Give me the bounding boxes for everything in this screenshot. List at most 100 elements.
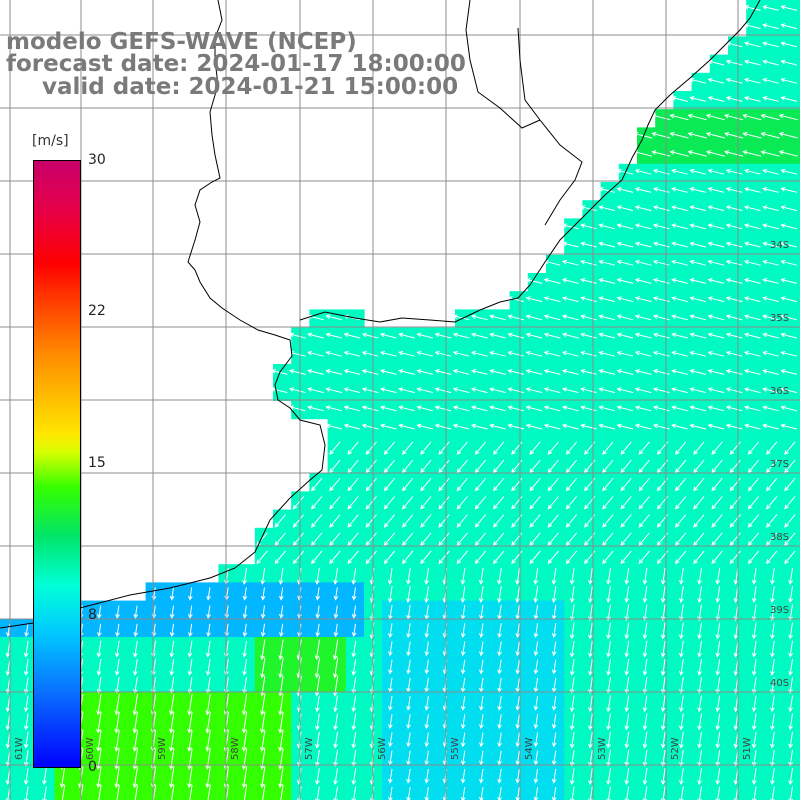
wind-arrow <box>565 477 578 492</box>
wind-arrow <box>770 586 775 604</box>
wind-arrow <box>398 350 415 357</box>
wind-arrow <box>278 766 284 789</box>
wind-arrow <box>760 113 780 121</box>
wind-arrow <box>347 550 359 565</box>
wind-arrow <box>333 605 339 619</box>
wind-arrow <box>569 567 575 585</box>
wind-arrow <box>497 586 502 604</box>
wind-arrow <box>424 787 430 800</box>
wind-arrow <box>479 659 484 675</box>
wind-arrow <box>479 696 484 711</box>
wind-arrow <box>351 713 357 731</box>
wind-arrow <box>311 477 323 492</box>
wind-arrow <box>529 459 541 474</box>
wind-arrow <box>569 658 575 676</box>
wind-arrow <box>743 259 761 266</box>
wind-arrow <box>169 587 175 601</box>
wind-arrow <box>493 459 505 474</box>
wind-arrow <box>515 641 521 657</box>
wind-arrow <box>634 241 652 248</box>
wind-arrow <box>784 459 796 474</box>
wind-arrow <box>98 784 102 800</box>
wind-arrow <box>497 696 502 711</box>
wind-arrow <box>333 731 338 749</box>
wind-arrow <box>751 622 757 640</box>
wind-arrow <box>329 532 341 546</box>
colorbar-tick-0: 0 <box>88 759 97 775</box>
wind-arrow <box>707 350 725 357</box>
wind-arrow <box>242 623 248 638</box>
wind-arrow <box>711 550 723 565</box>
wind-arrow <box>493 496 505 510</box>
wind-arrow <box>388 787 393 800</box>
wind-arrow <box>493 514 505 528</box>
wind-arrow <box>780 23 798 30</box>
wind-arrow <box>402 514 414 528</box>
wind-arrow <box>343 405 361 412</box>
longitude-label: 52W <box>670 737 681 760</box>
wind-arrow <box>780 5 798 11</box>
wind-arrow <box>551 586 557 604</box>
wind-arrow <box>743 350 761 357</box>
wind-arrow <box>652 332 670 339</box>
wind-arrow <box>434 423 452 430</box>
wind-arrow <box>602 441 614 455</box>
wind-arrow <box>278 693 284 716</box>
wind-arrow <box>96 640 102 658</box>
wind-arrow <box>780 387 798 394</box>
wind-arrow <box>365 441 377 455</box>
wind-arrow <box>580 369 597 375</box>
wind-arrow <box>379 405 397 412</box>
wind-arrow <box>460 641 466 657</box>
wind-arrow <box>689 168 707 175</box>
wind-arrow <box>23 695 29 713</box>
wind-arrow <box>606 695 611 713</box>
wind-arrow <box>470 332 488 339</box>
wind-arrow <box>788 604 793 622</box>
wind-arrow <box>652 278 670 284</box>
wind-arrow <box>533 787 539 800</box>
wind-arrow <box>598 278 616 284</box>
wind-arrow <box>762 96 779 102</box>
wind-arrow <box>383 477 396 492</box>
wind-arrow <box>642 677 648 695</box>
wind-arrow <box>642 695 648 713</box>
wind-arrow <box>543 350 561 357</box>
latitude-label: 36S <box>770 386 789 397</box>
wind-arrow <box>23 749 29 767</box>
wind-arrow <box>133 658 138 676</box>
wind-arrow <box>707 187 725 193</box>
wind-arrow <box>660 695 666 713</box>
wind-arrow <box>725 187 743 193</box>
wind-arrow <box>497 659 502 675</box>
wind-arrow <box>751 768 757 786</box>
wind-arrow <box>424 696 430 711</box>
wind-arrow <box>260 567 266 585</box>
wind-arrow <box>497 787 502 800</box>
wind-arrow <box>724 150 744 157</box>
wind-arrow <box>679 622 684 640</box>
wind-arrow <box>241 712 248 734</box>
wind-arrow <box>725 278 743 284</box>
wind-arrow <box>760 131 780 139</box>
wind-arrow <box>780 187 798 193</box>
wind-arrow <box>543 387 561 394</box>
wind-arrow <box>115 623 120 638</box>
wind-arrow <box>652 387 670 394</box>
wind-arrow <box>61 784 66 800</box>
wind-arrow <box>398 423 415 430</box>
wind-arrow <box>379 387 397 394</box>
wind-arrow <box>388 750 393 766</box>
wind-arrow <box>638 496 650 510</box>
wind-arrow <box>280 784 284 800</box>
wind-arrow <box>452 332 470 339</box>
wind-arrow <box>379 369 397 375</box>
wind-arrow <box>262 784 266 800</box>
wind-arrow <box>402 496 414 510</box>
wind-arrow <box>751 640 757 658</box>
wind-arrow <box>743 387 761 394</box>
wind-arrow <box>460 750 466 766</box>
wind-arrow <box>725 423 743 430</box>
wind-arrow <box>551 641 557 657</box>
wind-arrow <box>307 369 324 375</box>
